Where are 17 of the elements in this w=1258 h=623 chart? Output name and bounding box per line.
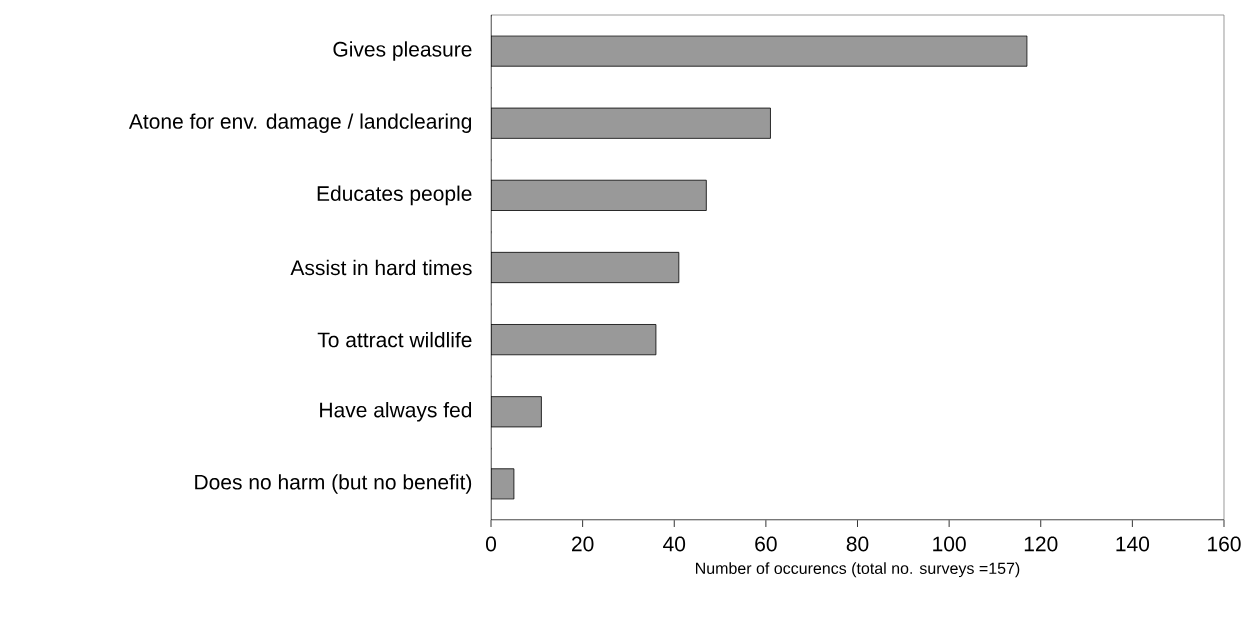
y-tick-label: Gives pleasure [333,41,472,61]
y-tick-label: Atone for env. damage / landclearing [128,113,472,133]
x-tick-label: 80 [846,536,869,552]
x-tick-label: 100 [933,536,966,552]
x-tick-label: 140 [1116,536,1150,552]
x-tick-label: 60 [755,536,777,552]
x-tick-label: 0 [485,536,497,552]
x-tick-label: 120 [1024,536,1058,552]
x-tick-label: 20 [572,536,594,552]
y-tick-label: Does no harm (but no benefit) [195,474,472,494]
y-tick-label: Have always fed [320,402,472,422]
y-tick-label: Educates people [317,185,472,206]
x-tick-label: 40 [663,536,686,552]
x-axis-title: Number of occurencs (total no. surveys =157) [696,562,1020,578]
y-tick-label: To attract wildlife [317,331,472,348]
y-tick-label: Assist in hard times [290,259,472,276]
x-tick-label: 160 [1208,536,1241,552]
